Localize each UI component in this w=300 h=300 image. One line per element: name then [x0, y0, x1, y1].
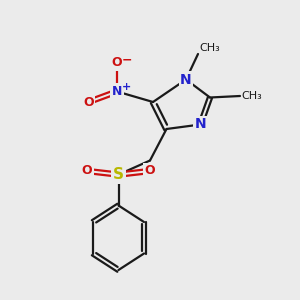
Text: CH₃: CH₃: [200, 44, 220, 53]
Text: N: N: [195, 118, 206, 131]
Text: N: N: [180, 73, 192, 86]
Text: −: −: [122, 53, 132, 67]
Text: CH₃: CH₃: [242, 91, 262, 101]
Text: O: O: [145, 164, 155, 178]
Text: O: O: [112, 56, 122, 70]
Text: O: O: [82, 164, 92, 178]
Text: O: O: [83, 95, 94, 109]
Text: S: S: [113, 167, 124, 182]
Text: N: N: [112, 85, 122, 98]
Text: +: +: [122, 82, 131, 92]
